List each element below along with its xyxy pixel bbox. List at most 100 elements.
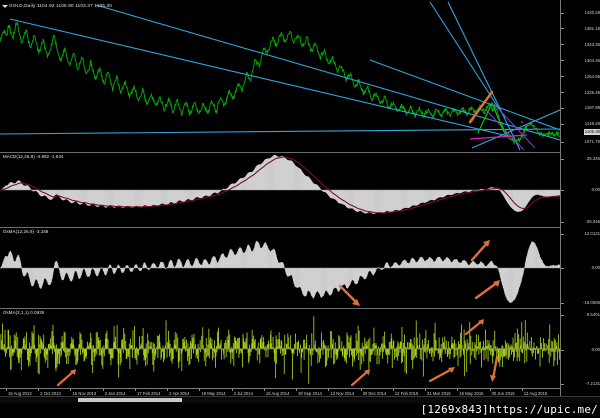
osma-fast-up-arrow-right[interactable]: [464, 319, 484, 336]
price-tick-label: 1381.18: [584, 25, 600, 31]
panel-divider: [0, 152, 600, 153]
osma-fast-up-arrow-left[interactable]: [56, 369, 76, 387]
channel-line-a[interactable]: [485, 109, 525, 151]
date-tick-mark: [392, 389, 394, 391]
v-pattern-annotation[interactable]: [477, 101, 505, 134]
fib-dot: [521, 121, 523, 123]
indicator-tick-mark: [561, 158, 564, 160]
date-tick-label: 19 May 2014: [201, 390, 226, 396]
price-panel[interactable]: [0, 0, 560, 152]
date-tick-mark: [296, 389, 298, 391]
osma-b-label: OsMA(3,1,1) 0.0935: [3, 310, 45, 315]
trendline-steep-a[interactable]: [429, 1, 506, 119]
date-tick-label: 15 May 2015: [459, 390, 484, 396]
price-tick-label: 1071.75: [584, 139, 600, 144]
date-tick-mark: [199, 389, 201, 391]
date-tick-mark: [102, 389, 104, 391]
indicator-tick-label: 0.00: [591, 265, 600, 270]
date-tick-mark: [489, 389, 491, 391]
date-tick-mark: [167, 389, 169, 391]
price-tick-mark: [561, 107, 564, 109]
date-tick-label: 2 Oct 2013: [40, 390, 61, 396]
price-line: [0, 22, 560, 145]
trendline-steep-b[interactable]: [447, 1, 521, 151]
price-tick-label: 1148.49: [584, 121, 600, 127]
date-tick-label: 15 Aug 2014: [265, 390, 290, 396]
date-tick-label: 12 Feb 2015: [394, 390, 419, 396]
date-tick-mark: [263, 389, 265, 391]
trendline-mid[interactable]: [9, 18, 509, 137]
indicator-tick-mark: [561, 349, 564, 351]
indicator-tick-label: -7.2131: [585, 381, 600, 386]
date-tick-label: 30 Jun 2015: [491, 390, 515, 396]
price-down-arrow[interactable]: [468, 90, 494, 125]
indicator-tick-mark: [561, 233, 564, 235]
price-tick-mark: [561, 123, 564, 125]
indicator-tick-mark: [561, 314, 564, 316]
price-tick-mark: [561, 92, 564, 93]
osma-panel[interactable]: OsMA(12,26,9) -3.348: [0, 228, 560, 308]
price-tick-label: 1304.46: [584, 57, 600, 63]
date-tick-label: 30 Dec 2014: [362, 390, 387, 396]
fib-dot: [517, 127, 519, 129]
osma-up-arrow-right-low[interactable]: [474, 280, 500, 300]
date-tick-label: 2 Jan 2014: [104, 390, 126, 396]
date-tick-mark: [38, 389, 40, 391]
trendline-rally[interactable]: [369, 59, 560, 131]
osma-fast-panel[interactable]: OsMA(3,1,1) 0.0935: [0, 309, 560, 388]
indicator-tick-mark: [561, 221, 564, 223]
price-tick-label: 1187.98: [584, 105, 600, 111]
fib-dot: [529, 118, 531, 120]
macd-histogram: [0, 154, 560, 215]
price-tick-mark: [561, 60, 564, 62]
osma-down-arrow-left[interactable]: [338, 284, 360, 306]
indicator-tick-mark: [561, 383, 564, 385]
channel-line-b[interactable]: [493, 103, 536, 149]
indicator-tick-label: -16.0596: [583, 300, 600, 305]
indicator-tick-label: 12.0121: [584, 231, 600, 236]
date-tick-mark: [70, 389, 72, 391]
date-tick-label: 13 Aug 2015: [523, 390, 548, 396]
price-tick-label: 1264.95: [584, 73, 600, 79]
price-axis[interactable]: 1420.29 1381.18 1343.35 1304.46 1264.95 1225.…: [560, 0, 600, 396]
date-tick-mark: [457, 389, 459, 391]
price-drawings-canvas[interactable]: [0, 0, 560, 152]
support-line[interactable]: [469, 134, 528, 140]
trendline-lower-right[interactable]: [471, 109, 560, 149]
osma-b-canvas: [0, 316, 560, 384]
price-tick-label: 1343.35: [584, 41, 600, 47]
osma-up-arrow-right[interactable]: [470, 240, 490, 262]
macd-panel[interactable]: MACD(12,26,9) -4.982 -1.634: [0, 153, 560, 227]
macd-signal-line: [0, 156, 560, 214]
date-axis[interactable]: 15 Aug 2013 2 Oct 2013 15 Nov 2013 2 Jan 20…: [0, 388, 560, 397]
chart-stage[interactable]: MACD(12,26,9) -4.982 -1.634: [0, 0, 600, 396]
date-tick-label: 31 Mar 2015: [427, 390, 451, 396]
osma-fast-down-arrow-right[interactable]: [490, 355, 499, 382]
scrollbar-thumb[interactable]: [78, 398, 182, 402]
panel-divider: [0, 227, 600, 228]
trendline-lower[interactable]: [0, 128, 560, 135]
osma-b-annotations[interactable]: [0, 309, 560, 388]
osma-a-histogram: [0, 240, 560, 303]
watermark: [1269x843]https://upic.me/: [420, 403, 598, 416]
horizontal-scrollbar[interactable]: [0, 396, 600, 403]
osma-a-label: OsMA(12,26,9) -3.348: [3, 229, 49, 234]
date-tick-label: 15 Aug 2013: [8, 390, 32, 396]
price-tick-label: 1225.46: [584, 89, 600, 95]
date-tick-mark: [425, 389, 427, 391]
indicator-tick-mark: [561, 267, 564, 269]
macd-canvas: [0, 154, 560, 215]
price-tick-mark: [561, 44, 564, 46]
trendline-upper[interactable]: [95, 4, 560, 141]
date-tick-mark: [134, 389, 136, 391]
osma-fast-up-arrow-mid[interactable]: [350, 369, 370, 387]
date-tick-mark: [231, 389, 233, 391]
chevron-down-icon[interactable]: [2, 4, 8, 8]
price-tick-mark: [561, 12, 564, 14]
osma-a-annotations[interactable]: [0, 228, 560, 308]
date-tick-label: 30 Sep 2014: [298, 390, 322, 396]
fib-dot: [533, 128, 535, 130]
osma-fast-up-arrow-rightb[interactable]: [428, 367, 455, 383]
date-tick-mark: [521, 389, 523, 391]
